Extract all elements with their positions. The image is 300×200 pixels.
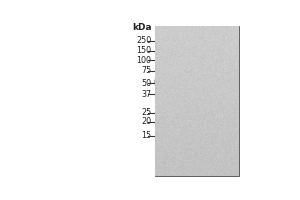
Text: 150: 150 (136, 46, 152, 55)
Text: 50: 50 (141, 79, 152, 88)
FancyBboxPatch shape (154, 78, 214, 86)
Text: 15: 15 (141, 131, 152, 140)
Text: 250: 250 (136, 36, 152, 45)
FancyBboxPatch shape (155, 80, 213, 84)
Text: 100: 100 (136, 56, 152, 65)
FancyBboxPatch shape (154, 76, 214, 87)
Bar (155, 26, 238, 176)
Text: 25: 25 (141, 108, 152, 117)
Text: 75: 75 (141, 66, 152, 75)
Text: kDa: kDa (132, 23, 152, 32)
Text: 37: 37 (141, 90, 152, 99)
Text: 20: 20 (141, 117, 152, 126)
